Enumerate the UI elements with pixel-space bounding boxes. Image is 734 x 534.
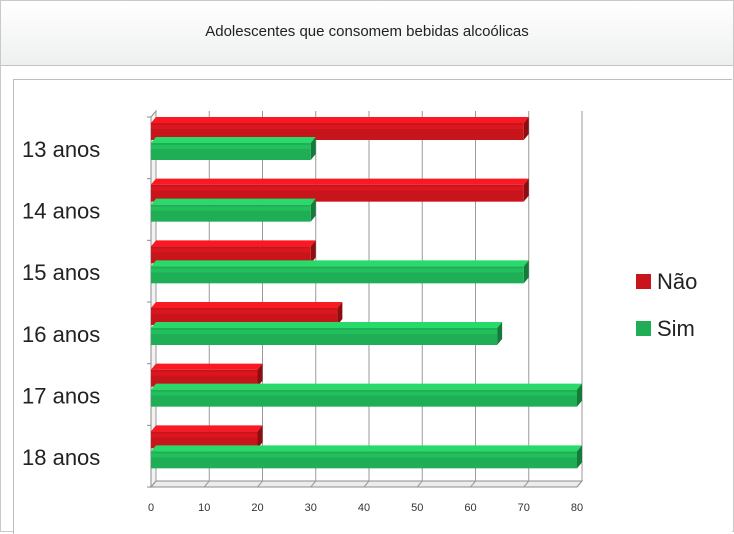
floor-gridline bbox=[523, 480, 530, 488]
bar-end-face bbox=[577, 383, 582, 407]
x-tick-label: 80 bbox=[571, 502, 583, 514]
bar-end-face bbox=[337, 302, 343, 325]
bar-highlight bbox=[151, 125, 524, 129]
bar-top-face bbox=[151, 322, 503, 328]
y-tick-label: 17 anos bbox=[22, 384, 100, 409]
bar-end-face bbox=[523, 260, 529, 284]
bar-highlight bbox=[151, 310, 338, 314]
bar-end-face bbox=[310, 137, 316, 160]
bar-highlight bbox=[151, 433, 258, 438]
floor-gridline bbox=[363, 480, 370, 488]
bar-highlight bbox=[151, 268, 524, 273]
bar-highlight bbox=[151, 248, 311, 253]
title-bar: Adolescentes que consomem bebidas alcoól… bbox=[1, 1, 733, 66]
bar-end-face bbox=[310, 198, 316, 222]
legend-label: Sim bbox=[657, 316, 695, 341]
x-tick-label: 60 bbox=[464, 502, 476, 514]
bar-top-face bbox=[151, 445, 582, 452]
x-tick-label: 0 bbox=[148, 502, 154, 514]
floor-gridline bbox=[576, 480, 583, 488]
bar-end-face bbox=[523, 178, 529, 202]
legend-label: Não bbox=[657, 269, 697, 294]
bar-highlight bbox=[151, 391, 577, 396]
legend-swatch bbox=[636, 274, 651, 289]
y-tick-label: 13 anos bbox=[22, 137, 100, 162]
bar-end-face bbox=[310, 240, 316, 264]
bar-highlight bbox=[151, 330, 498, 334]
bar-top-face bbox=[151, 260, 529, 267]
x-tick-label: 10 bbox=[198, 502, 210, 514]
x-tick-label: 50 bbox=[411, 502, 423, 514]
y-tick-label: 15 anos bbox=[22, 260, 100, 285]
chart-title: Adolescentes que consomem bebidas alcoól… bbox=[205, 23, 529, 40]
bar-highlight bbox=[151, 453, 577, 458]
x-tick-label: 20 bbox=[251, 502, 263, 514]
x-tick-label: 30 bbox=[305, 502, 317, 514]
bar-highlight bbox=[151, 371, 258, 376]
bar-end-face bbox=[257, 425, 263, 449]
floor-gridline bbox=[470, 480, 476, 488]
floor-gridline bbox=[416, 480, 423, 488]
bar-end-face bbox=[497, 322, 503, 345]
bar-top-face bbox=[151, 240, 316, 247]
bar-highlight bbox=[151, 186, 524, 191]
bar-top-face bbox=[151, 363, 263, 370]
bar-top-face bbox=[151, 302, 343, 308]
bar-top-face bbox=[151, 425, 263, 432]
bar-highlight bbox=[151, 206, 311, 211]
bar-top-face bbox=[151, 198, 316, 205]
y-tick-label: 16 anos bbox=[22, 322, 100, 347]
bar-top-face bbox=[151, 383, 582, 390]
floor-gridline bbox=[310, 480, 317, 488]
floor-gridline bbox=[257, 480, 263, 488]
y-tick-label: 18 anos bbox=[22, 445, 100, 470]
legend-swatch bbox=[636, 321, 651, 336]
floor-gridline bbox=[203, 480, 210, 488]
bar-top-face bbox=[151, 117, 529, 123]
bar-top-face bbox=[151, 178, 529, 185]
bar-end-face bbox=[523, 117, 529, 140]
bar-end-face bbox=[577, 445, 582, 469]
bar-end-face bbox=[257, 363, 263, 387]
floor-gridline bbox=[150, 480, 157, 488]
bar-highlight bbox=[151, 145, 311, 149]
x-tick-label: 70 bbox=[518, 502, 530, 514]
bar-top-face bbox=[151, 137, 316, 143]
y-tick-label: 14 anos bbox=[22, 199, 100, 224]
x-tick-label: 40 bbox=[358, 502, 370, 514]
